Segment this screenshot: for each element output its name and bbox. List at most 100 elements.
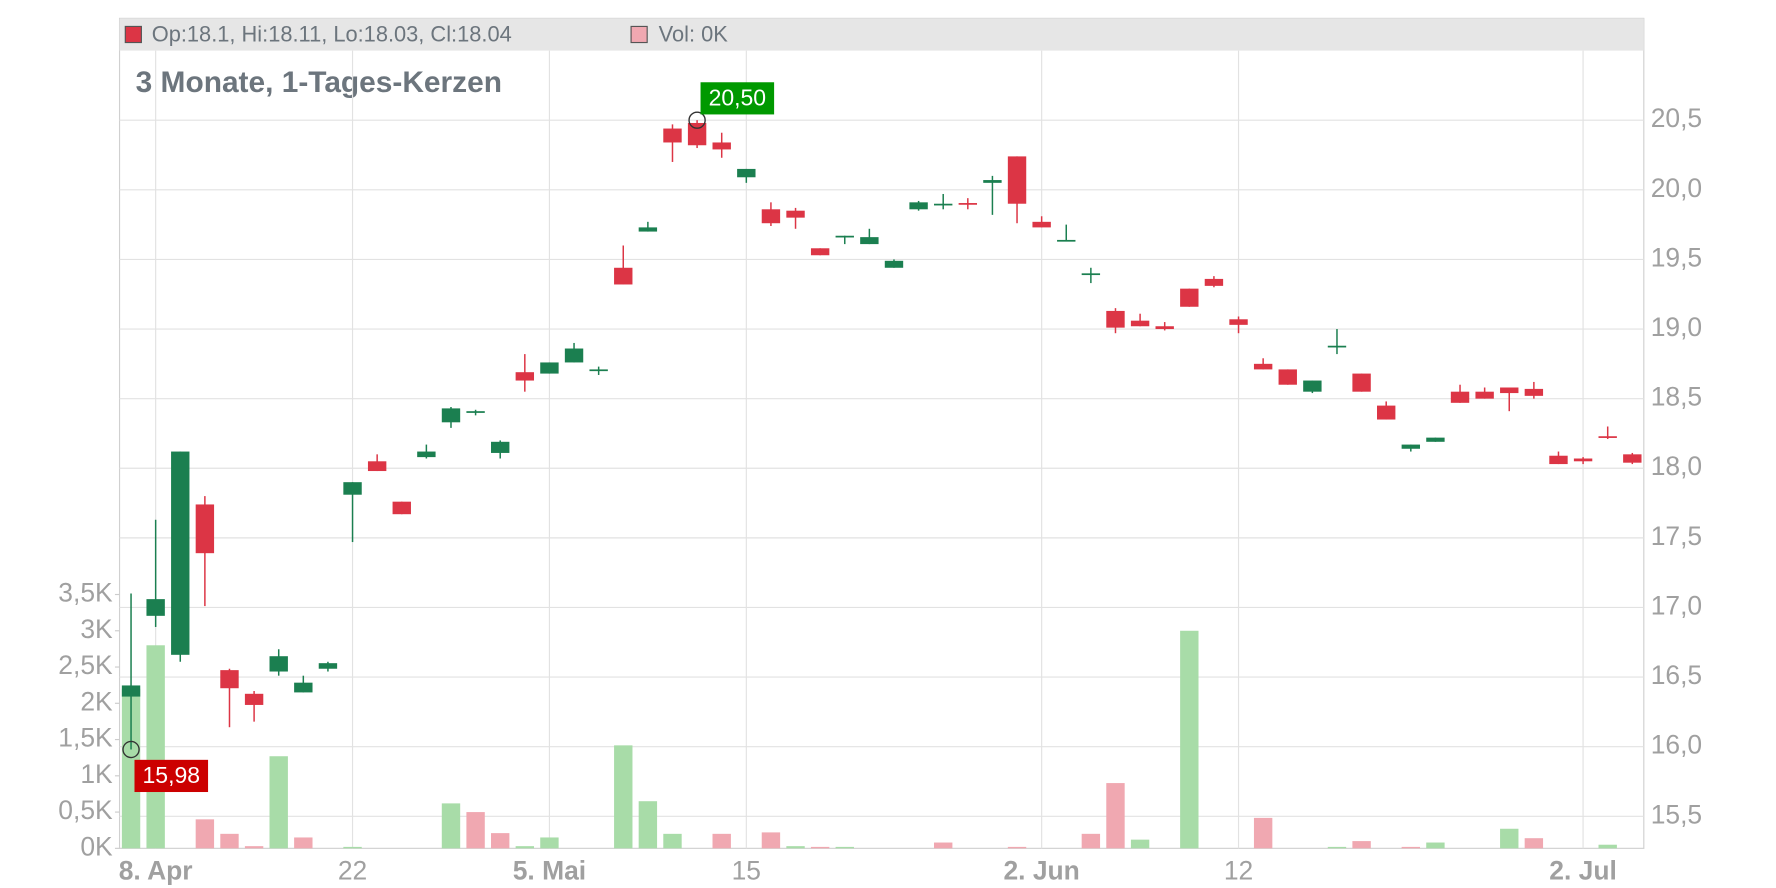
y-tick-label: 17,0 xyxy=(1651,590,1702,620)
volume-bar xyxy=(1253,817,1273,849)
y-tick-label: 20,5 xyxy=(1651,103,1702,133)
extreme-label-box xyxy=(700,82,775,115)
candle-body xyxy=(1253,363,1273,370)
candle-body xyxy=(269,656,288,672)
candle-body xyxy=(171,451,190,655)
volume-bar xyxy=(540,837,559,849)
plot-area xyxy=(118,17,1645,849)
y2-tick-label: 2K xyxy=(80,686,113,716)
candle-body xyxy=(712,142,731,150)
candle-body xyxy=(121,685,141,697)
candle-body xyxy=(1278,369,1297,385)
volume-bar xyxy=(1180,630,1199,849)
candle-body xyxy=(343,482,362,495)
volume-bar xyxy=(343,846,362,849)
candle-body xyxy=(417,451,436,458)
volume-bar xyxy=(294,837,313,849)
y-tick-label: 15,5 xyxy=(1651,799,1702,829)
volume-bar xyxy=(121,688,141,849)
x-tick-label: 22 xyxy=(338,855,367,885)
candle-body xyxy=(1106,310,1125,328)
candle-body xyxy=(638,227,658,232)
candle-body xyxy=(392,501,411,515)
candle-body xyxy=(1450,391,1470,403)
candle-body xyxy=(1573,458,1593,462)
volume-bar xyxy=(220,833,239,849)
y-tick-label: 19,5 xyxy=(1651,242,1702,272)
candle-body xyxy=(244,693,264,705)
candle-body xyxy=(1130,320,1150,327)
candle-body xyxy=(1426,437,1445,442)
candle-body xyxy=(1057,239,1076,242)
candle-body xyxy=(589,369,608,372)
extreme-label-box xyxy=(134,759,209,793)
candle-body xyxy=(860,237,879,245)
chart-title: 3 Monate, 1-Tages-Kerzen xyxy=(136,66,502,99)
extreme-label: 20,50 xyxy=(709,85,767,111)
volume-bar xyxy=(761,832,781,849)
candle-body xyxy=(663,128,682,143)
candle-body xyxy=(909,202,928,210)
candle-body xyxy=(1081,273,1101,276)
candle-body xyxy=(1598,436,1617,438)
volume-bar xyxy=(1598,844,1617,849)
candle-body xyxy=(1623,454,1642,463)
volume-bar xyxy=(1426,842,1445,849)
candle-body xyxy=(1007,156,1027,204)
candle-body xyxy=(515,372,535,381)
candle-body xyxy=(934,203,953,206)
x-tick-label: 15 xyxy=(732,855,761,885)
y-tick-label: 16,0 xyxy=(1651,730,1702,760)
volume-bar xyxy=(1106,783,1125,849)
candle-body xyxy=(835,235,854,238)
y2-tick-label: 0K xyxy=(80,831,113,861)
volume-bar xyxy=(1081,833,1101,849)
candle-body xyxy=(367,461,387,472)
x-tick-label: 2. Jul xyxy=(1549,855,1617,885)
volume-bar xyxy=(638,801,658,849)
candle-body xyxy=(195,504,215,554)
candle-body xyxy=(614,267,633,285)
volume-bar xyxy=(515,846,535,849)
candle-body xyxy=(687,122,707,146)
candle-body xyxy=(810,248,830,256)
y-tick-label: 16,5 xyxy=(1651,660,1702,690)
candle-body xyxy=(146,599,165,616)
candle-body xyxy=(1032,221,1051,228)
volume-bar xyxy=(1130,839,1150,849)
candle-body xyxy=(1549,455,1568,465)
ohlc-icon xyxy=(124,25,142,44)
extreme-label: 15,98 xyxy=(143,762,201,788)
y-tick-label: 20,0 xyxy=(1651,173,1702,203)
volume-bar xyxy=(466,812,485,849)
volume-info: Vol: 0K xyxy=(659,21,729,46)
volume-icon xyxy=(630,25,648,44)
volume-bar xyxy=(1401,846,1421,849)
extreme-marker xyxy=(688,111,706,129)
candle-body xyxy=(884,260,904,268)
candle-body xyxy=(1229,319,1248,325)
volume-bar xyxy=(786,846,805,849)
y2-tick-label: 0,5K xyxy=(58,795,113,825)
header-bar xyxy=(119,18,1644,51)
candle-body xyxy=(1155,326,1174,330)
y2-tick-label: 1,5K xyxy=(58,723,113,753)
candle-body xyxy=(466,411,485,413)
candle-body xyxy=(786,210,805,218)
candle-body xyxy=(1204,278,1224,286)
volume-bar xyxy=(1524,838,1544,849)
volume-bar xyxy=(146,645,165,849)
volume-bar xyxy=(195,819,215,849)
candle-body xyxy=(1352,373,1371,392)
candle-body xyxy=(1303,380,1322,392)
volume-bar xyxy=(441,803,461,849)
x-tick-label: 8. Apr xyxy=(119,855,193,885)
volume-bar xyxy=(244,846,264,849)
candle-body xyxy=(441,408,461,423)
extreme-marker xyxy=(122,740,140,759)
candle-body xyxy=(983,180,1002,183)
x-tick-label: 5. Mai xyxy=(513,855,586,885)
y-tick-label: 19,0 xyxy=(1651,312,1702,342)
candle-body xyxy=(491,441,510,453)
volume-bar xyxy=(491,833,510,849)
